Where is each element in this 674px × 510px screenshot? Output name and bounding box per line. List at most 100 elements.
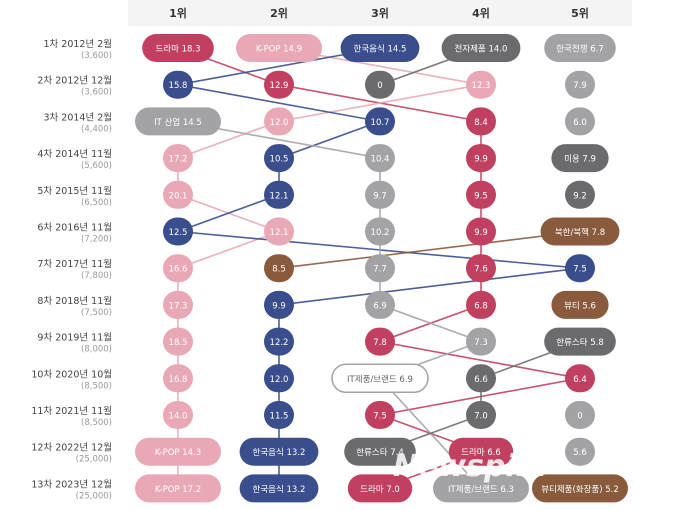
bubble-label: 7.8 <box>373 338 387 348</box>
round-sample: (5,600) <box>81 161 112 171</box>
bubble-label: 한국음식 13.2 <box>253 485 306 495</box>
bubble-label: 6.0 <box>573 118 587 128</box>
bubble-label: 미용 7.9 <box>564 155 596 165</box>
bubble <box>365 254 395 283</box>
bubble <box>448 437 514 466</box>
bubble <box>466 401 496 429</box>
bubble <box>163 327 193 356</box>
bubble <box>264 144 294 173</box>
round-sample: (8,000) <box>81 345 112 355</box>
bubble-label: 9.7 <box>373 191 387 201</box>
bubble <box>135 474 221 503</box>
bubble-label: 7.5 <box>573 265 587 275</box>
bubble <box>466 180 496 209</box>
bubble <box>544 34 616 62</box>
bubble <box>532 474 628 503</box>
bubble-label: 6.4 <box>573 375 587 385</box>
rank-header-3: 3위 <box>371 7 389 20</box>
bubble <box>466 107 496 136</box>
bubble-label: 8.4 <box>474 118 488 128</box>
round-label: 3차 2014년 2월 <box>43 111 112 123</box>
bubble-label: 18.5 <box>169 338 188 348</box>
rank-header-2: 2위 <box>270 7 288 20</box>
bubble <box>264 254 294 283</box>
bubble-label: 5.6 <box>573 448 587 458</box>
round-label: 10차 2020년 10월 <box>31 368 112 380</box>
bubble <box>340 34 420 62</box>
bubble <box>365 144 395 173</box>
bubble-label: 12.0 <box>270 375 289 385</box>
bubble-label: 14.0 <box>169 412 188 422</box>
bubble-label: 7.9 <box>573 81 587 91</box>
bubbles: 드라마 18.3 K-POP 14.9 한국음식 14.5 전자제품 14.0 한국전쟁… <box>135 34 628 503</box>
bubble <box>365 180 395 209</box>
bubble <box>163 401 193 429</box>
round-label: 13차 2023년 12월 <box>31 478 112 490</box>
bubble-label: 12.3 <box>472 81 491 91</box>
bubble-label: 10.2 <box>371 228 390 238</box>
bubble <box>264 180 294 209</box>
bubble-label: 뷰티 5.6 <box>564 301 596 311</box>
bubble-label: 17.2 <box>169 155 188 165</box>
bubble-label: 7.6 <box>474 265 488 275</box>
bubble <box>163 290 193 319</box>
bubble <box>239 474 319 503</box>
link-line <box>177 120 484 489</box>
bubble-label: 한국음식 14.5 <box>354 45 407 55</box>
bubble <box>347 474 413 503</box>
bubble-label: 10.7 <box>371 118 390 128</box>
bubble <box>135 107 221 136</box>
bubble <box>264 107 294 136</box>
bubble-label: 0 <box>577 412 582 422</box>
round-label: 12차 2022년 12월 <box>31 442 112 454</box>
bubble <box>466 70 496 99</box>
bubble <box>264 290 294 319</box>
bubble-label: 12.1 <box>270 228 289 238</box>
bubble-label: 드라마 7.0 <box>360 485 400 495</box>
round-sample: (8,500) <box>81 381 112 391</box>
round-sample: (7,800) <box>81 271 112 281</box>
bubble <box>163 180 193 209</box>
bubble <box>544 327 616 356</box>
bubble-label: K-POP 14.9 <box>256 45 302 55</box>
bubble-label: 한국전쟁 6.7 <box>556 44 604 55</box>
round-sample: (7,200) <box>81 235 112 245</box>
bubble-label: 0 <box>377 81 382 91</box>
bubble <box>565 401 595 429</box>
watermark: Newspim <box>393 449 547 484</box>
bubble-label: 12.9 <box>270 81 289 91</box>
bubble <box>264 217 294 246</box>
bubble <box>365 70 395 99</box>
bubble <box>163 364 193 393</box>
link-line <box>379 340 581 453</box>
bubble-label: 9.9 <box>474 155 488 165</box>
round-label: 2차 2012년 12월 <box>37 75 112 87</box>
bubble-label: 6.6 <box>474 375 488 385</box>
bubble-label: 11.5 <box>270 412 289 422</box>
watermark-korean: 뉴스핌 <box>521 442 551 455</box>
bubble-label: K-POP 17.2 <box>155 485 201 495</box>
round-label: 4차 2014년 11월 <box>37 148 112 160</box>
bubble <box>365 327 395 356</box>
bubble-label: 9.9 <box>474 228 488 238</box>
bubble-label: 북한/북핵 7.8 <box>555 227 605 238</box>
bubble <box>163 70 193 99</box>
bubble-label: 10.5 <box>270 155 289 165</box>
bubble-label: 15.8 <box>169 81 188 91</box>
round-label: 11차 2021년 11월 <box>31 405 112 417</box>
header-band <box>128 0 632 26</box>
round-sample: (8,500) <box>81 418 112 428</box>
bubble <box>433 474 529 503</box>
round-sample: (25,000) <box>76 455 112 465</box>
round-label: 7차 2017년 11월 <box>37 258 112 270</box>
bubble-label: 7.3 <box>474 338 488 348</box>
bubble <box>135 437 221 466</box>
bubble-label: 12.0 <box>270 118 289 128</box>
bubble-label: IT제품/브랜드 6.9 <box>347 374 413 385</box>
bubble <box>264 327 294 356</box>
round-sample: (25,000) <box>76 491 112 501</box>
bubble <box>466 144 496 173</box>
bubble <box>331 363 429 394</box>
